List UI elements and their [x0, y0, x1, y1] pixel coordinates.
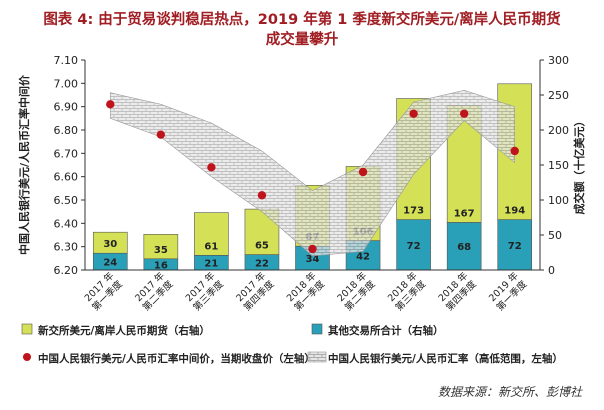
data-label-sgx: 35	[154, 245, 168, 256]
bar-other-exchanges	[497, 219, 533, 271]
left-tick-label: 7.00	[54, 77, 79, 90]
data-label-sgx: 61	[204, 241, 218, 252]
legend-label: 中国人民银行美元/人民币汇率中间价，当期收盘价（左轴）	[38, 352, 315, 365]
exchange-rate-point	[409, 109, 418, 118]
legend-swatch-band	[307, 351, 327, 363]
right-tick-label: 100	[548, 194, 569, 207]
bar-other-exchanges	[396, 219, 431, 271]
data-source-note: 数据来源：新交所、彭博社	[437, 385, 582, 399]
exchange-rate-point	[106, 100, 115, 109]
exchange-rate-point	[459, 109, 469, 118]
chart-title-line-1: 图表 4: 由于贸易谈判稳居热点，2019 年第 1 季度新交所美元/离岸人民币…	[43, 12, 561, 28]
right-tick-label: 0	[548, 264, 555, 277]
right-axis-title: 成交额（十亿美元）	[572, 116, 586, 215]
exchange-rate-range-band	[109, 90, 516, 257]
left-axis-title: 中国人民银行美元/人民币汇率中间价	[17, 74, 31, 255]
data-label-sgx: 173	[403, 206, 424, 217]
data-label-sgx: 194	[504, 206, 525, 217]
legend-swatch-dot	[23, 353, 31, 361]
exchange-rate-point	[510, 146, 519, 156]
exchange-rate-point	[207, 163, 216, 172]
data-label-other: 72	[508, 241, 522, 252]
left-tick-label: 7.10	[54, 54, 79, 67]
legend: 新交所美元/离岸人民币期货（右轴） 其他交易所合计（右轴） 中国人民银行美元/人民币…	[21, 323, 563, 365]
bar-sgx-futures	[194, 212, 229, 256]
left-tick-label: 6.50	[54, 194, 79, 207]
right-tick-label: 250	[548, 89, 569, 102]
exchange-rate-point	[358, 167, 368, 177]
exchange-rate-point	[308, 244, 317, 254]
left-tick-label: 6.80	[54, 124, 79, 137]
left-tick-label: 6.60	[54, 171, 79, 184]
left-tick-label: 6.40	[54, 217, 79, 230]
left-tick-label: 6.90	[54, 101, 79, 114]
data-label-sgx: 65	[255, 241, 269, 252]
left-tick-label: 6.20	[54, 264, 79, 277]
data-label-other: 34	[306, 254, 320, 265]
bar-sgx-futures	[143, 234, 179, 260]
right-tick-label: 300	[548, 54, 569, 67]
legend-swatch-other	[311, 323, 323, 335]
data-label-other: 68	[457, 242, 471, 253]
legend-label: 中国人民银行美元/人民币汇率（高低范围，左轴）	[328, 352, 563, 365]
data-label-sgx: 167	[454, 208, 475, 219]
legend-label: 新交所美元/离岸人民币期货（右轴）	[38, 324, 210, 337]
plot-area: 2430163521612265348742106721736816772194	[92, 83, 533, 271]
data-label-other: 72	[407, 241, 421, 252]
exchange-rate-point	[156, 130, 166, 139]
data-label-sgx: 30	[103, 239, 117, 250]
data-label-other: 16	[154, 260, 168, 271]
data-label-other: 24	[103, 258, 117, 269]
right-tick-label: 50	[548, 229, 562, 242]
right-tick-label: 200	[548, 124, 569, 137]
data-label-other: 21	[204, 259, 218, 270]
data-label-other: 22	[255, 258, 269, 269]
legend-swatch-sgx	[21, 323, 33, 335]
exchange-rate-point	[257, 191, 267, 200]
right-tick-label: 150	[548, 159, 569, 172]
legend-label: 其他交易所合计（右轴）	[328, 324, 444, 337]
chart-title-line-2: 成交量攀升	[265, 32, 339, 48]
bar-sgx-futures	[92, 231, 128, 254]
data-label-other: 42	[356, 251, 370, 262]
left-tick-label: 6.70	[54, 147, 79, 160]
left-tick-label: 6.30	[54, 241, 79, 254]
